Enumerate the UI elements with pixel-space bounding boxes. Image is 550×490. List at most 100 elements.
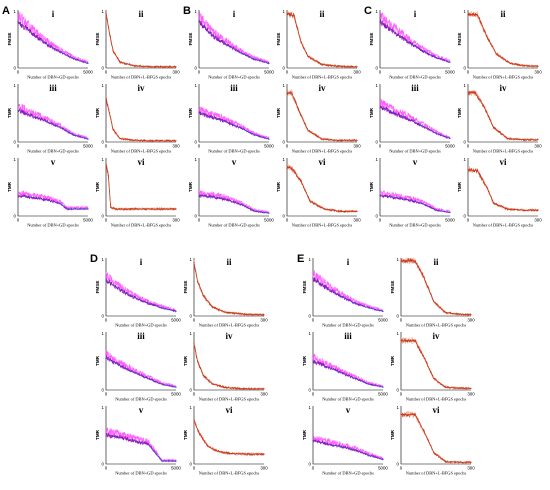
data-point (486, 35, 488, 37)
data-point (368, 383, 370, 385)
trend-line (286, 12, 358, 68)
x-axis-label: Number of DBN+L-BFGS epochs (473, 223, 534, 228)
data-point (421, 202, 423, 204)
x-axis-label: Number of DBN+L-BFGS epochs (292, 223, 353, 228)
data-point (254, 210, 256, 212)
y-axis-label: TMR (276, 107, 281, 118)
series-band (193, 259, 265, 317)
panel-label: ii (319, 9, 325, 19)
data-point (175, 66, 177, 68)
data-point (226, 121, 228, 123)
data-point (66, 208, 68, 210)
x-axis-label: Number of DBN+L-BFGS epochs (199, 397, 260, 402)
axes (467, 158, 538, 217)
data-point (87, 138, 89, 140)
subplot-C-v: v TMR 0 1 0 5000 Number of DBN+GD epochs (369, 157, 455, 228)
y-axis-label: TMR (95, 107, 100, 118)
y-tick-label: 1 (102, 257, 105, 262)
axes (198, 84, 269, 143)
data-point (193, 262, 195, 264)
x-tick-label: 0 (379, 144, 382, 149)
y-tick-label: 1 (102, 157, 105, 162)
series-band (379, 99, 451, 139)
x-tick-label: 0 (198, 218, 201, 223)
data-point (268, 138, 270, 140)
x-tick-label: 0 (105, 392, 108, 397)
data-point (421, 125, 423, 127)
y-axis-label: TMR (183, 355, 188, 366)
subplot-D-v: v TMR 0 1 0 5000 Number of DBN+GD epochs (95, 405, 181, 476)
x-axis-label: Number of DBN+GD epochs (389, 223, 441, 228)
data-point (467, 92, 469, 94)
data-point (474, 92, 476, 94)
y-tick-label: 0 (397, 462, 400, 467)
x-tick-label: 5000 (171, 392, 181, 397)
subplot-B-iii: iii TMR 0 1 0 5000 Number of DBN+GD epochs (188, 83, 274, 154)
data-point (393, 112, 395, 114)
y-axis-label: TMR (390, 429, 395, 440)
y-tick-label: 0 (376, 140, 379, 145)
data-point (312, 277, 314, 279)
data-point (433, 451, 435, 453)
data-point (254, 58, 256, 60)
trend-line (198, 21, 270, 64)
data-point (175, 208, 177, 210)
series-band (379, 12, 451, 62)
data-point (202, 295, 204, 297)
y-tick-label: 1 (397, 405, 400, 410)
data-point (356, 66, 358, 68)
data-point (400, 260, 402, 262)
data-point (354, 377, 356, 379)
data-point (470, 387, 472, 389)
data-point (175, 460, 177, 462)
series-line (468, 12, 539, 68)
data-point (112, 128, 114, 130)
data-point (119, 61, 121, 63)
y-tick-label: 1 (190, 405, 193, 410)
x-tick-label: 0 (17, 70, 20, 75)
data-point (326, 443, 328, 445)
series-band (286, 88, 358, 143)
trend-line (105, 279, 177, 312)
data-point (212, 196, 214, 198)
x-tick-label: 0 (105, 218, 108, 223)
axes (467, 84, 538, 143)
group-label-B: B (183, 5, 191, 17)
y-tick-label: 0 (195, 66, 198, 71)
subplot-B-i: i FMSE 0 1 0 5000 Number of DBN+GD epochs (188, 9, 274, 80)
y-axis-label: TMR (369, 181, 374, 192)
y-tick-label: 0 (283, 66, 286, 71)
subplot-C-i: i FMSE 0 1 0 5000 Number of DBN+GD epochs (369, 9, 455, 80)
data-point (240, 127, 242, 129)
trend-line (17, 21, 89, 64)
data-point (193, 343, 195, 345)
data-point (368, 454, 370, 456)
data-point (379, 21, 381, 23)
axes (467, 10, 538, 69)
data-point (105, 434, 107, 436)
data-point (421, 50, 423, 52)
trend-line (312, 360, 384, 388)
y-axis-label: TMR (95, 429, 100, 440)
data-point (414, 260, 416, 262)
y-tick-label: 0 (190, 314, 193, 319)
series-band (198, 106, 270, 139)
axes (400, 258, 471, 317)
x-tick-label: 5000 (264, 144, 274, 149)
data-point (458, 313, 460, 315)
panel-label: v (139, 405, 144, 415)
panel-label: iii (411, 83, 419, 93)
series-line (400, 337, 472, 390)
y-tick-label: 0 (397, 314, 400, 319)
x-tick-label: 300 (467, 392, 475, 397)
series-band (105, 14, 177, 69)
data-point (17, 109, 19, 111)
y-tick-label: 1 (464, 9, 467, 14)
data-point (368, 307, 370, 309)
data-point (467, 169, 469, 171)
x-tick-label: 0 (17, 218, 20, 223)
